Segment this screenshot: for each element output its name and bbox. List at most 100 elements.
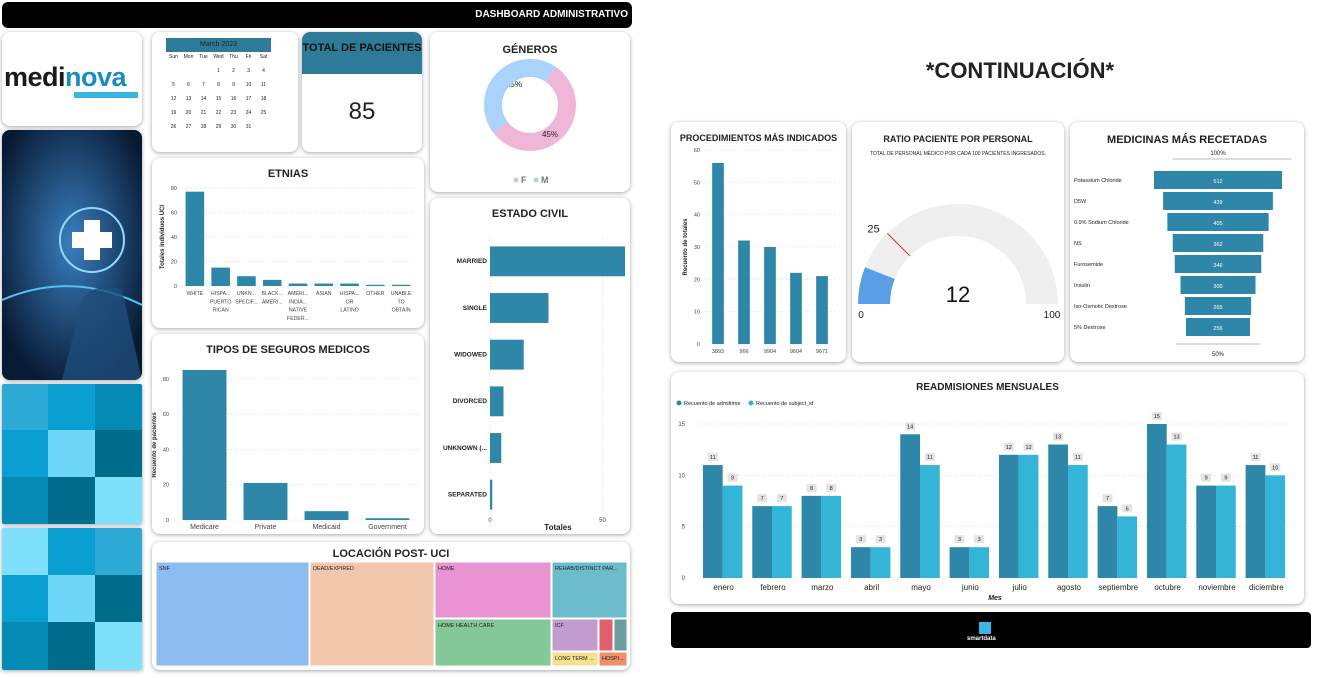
calendar-day[interactable]: 23 [230, 110, 237, 116]
bar-octubre-0 [1146, 424, 1167, 578]
mosaic-pattern [2, 528, 142, 670]
calendar-day[interactable]: 1 [217, 68, 220, 74]
calendar-day[interactable]: 27 [185, 124, 192, 130]
calendar-day[interactable]: 13 [185, 96, 192, 102]
bar-enero-1 [722, 485, 743, 578]
ratio-subtitle: TOTAL DE PERSONAL MÉDICO POR CADA 100 PA… [869, 151, 1047, 157]
ethnicity-bar-chart: 0 20 40 60 80 WHITE HISPA... PUERTO RICAN UNKN...… [160, 186, 414, 322]
bar-febrero-1 [772, 506, 792, 578]
procedures-title: PROCEDIMIENTOS MÁS INDICADOS [679, 133, 838, 143]
data-label: 3 [879, 537, 882, 543]
x-tick-label: 50 [599, 518, 606, 524]
x-tick-label: octubre [1154, 583, 1181, 592]
calendar-day[interactable]: 8 [217, 82, 220, 88]
calendar-day[interactable]: 16 [230, 96, 237, 102]
bar-junio-1 [969, 547, 990, 578]
calendar-day[interactable]: 18 [260, 96, 267, 102]
procedures-card: PROCEDIMIENTOS MÁS INDICADOS 0 10 20 30 40 50… [671, 122, 846, 362]
calendar-month[interactable]: March 2023 [166, 38, 271, 52]
calendar-day[interactable]: 2 [232, 68, 235, 74]
data-label-bg [1171, 432, 1182, 441]
calendar-day[interactable]: 26 [170, 124, 177, 130]
bar-agosto-1 [1068, 465, 1088, 578]
calendar-day[interactable]: 28 [200, 124, 207, 130]
calendar-day[interactable]: 29 [215, 124, 222, 130]
footer-brand: smartdata [967, 636, 996, 642]
calendar-day[interactable]: 15 [215, 96, 222, 102]
x-tick-label: agosto [1057, 583, 1082, 592]
bar-2 [764, 247, 776, 344]
x-tick-label: NATIVE [289, 308, 308, 314]
data-label-bg [1072, 453, 1083, 462]
bar-1 [738, 240, 750, 344]
total-patients-title: TOTAL DE PACIENTES [302, 32, 422, 74]
y-tick-label: SEPARATED [448, 492, 487, 499]
calendar-day[interactable]: 4 [262, 68, 265, 74]
calendar-day[interactable]: 7 [202, 82, 205, 88]
logo-bar [74, 92, 138, 98]
calendar-day[interactable]: 6 [187, 82, 190, 88]
treemap-label: DEAD/EXPIRED [313, 566, 354, 572]
bar-agosto-0 [1048, 444, 1069, 578]
calendar-day[interactable]: 3 [247, 68, 250, 74]
insurance-card: TIPOS DE SEGUROS MEDICOS 0 20 40 60 80 Medica… [152, 334, 424, 534]
calendar-day[interactable]: 20 [185, 110, 192, 116]
procedures-bar-chart: 0 10 20 30 40 50 60 3893 966 9904 9604 9671 Recuento… [683, 148, 835, 355]
treemap-label: ICF [555, 623, 565, 629]
calendar-day[interactable]: 22 [215, 110, 222, 116]
smartdata-logo-icon [979, 622, 991, 634]
x-tick-label: Medicaid [312, 524, 340, 531]
y-tick-label: WIDOWED [454, 352, 487, 359]
calendar-day[interactable]: 17 [245, 96, 252, 102]
funnel-value-label: 405 [1213, 221, 1222, 227]
decorative-mosaic-1 [2, 384, 142, 524]
calendar-day[interactable]: 5 [172, 82, 175, 88]
treemap-tile [551, 618, 599, 652]
calendar-day[interactable]: 9 [232, 82, 235, 88]
funnel-bar-6 [1184, 297, 1252, 315]
calendar-weekday: Thu [229, 54, 238, 60]
data-label-bg [1201, 473, 1212, 482]
ratio-gauge: 25 12 0 100 [858, 204, 1061, 321]
legend-marker [513, 177, 519, 183]
donut-slice-F [493, 67, 576, 151]
funnel-bar-2 [1167, 213, 1269, 231]
bar-6 [340, 283, 359, 286]
bar-2 [237, 276, 256, 286]
bar-julio-0 [998, 454, 1019, 578]
genders-title: GÉNEROS [502, 44, 558, 56]
treemap-label: REHAB/DISTINCT PAR... [555, 566, 618, 572]
y-tick-label: 80 [171, 186, 177, 192]
calendar-day[interactable]: 30 [230, 124, 237, 130]
x-tick-label: enero [713, 583, 734, 592]
legend-marker [676, 400, 682, 406]
x-tick-label: ASIAN [316, 291, 332, 297]
treemap-tile [309, 561, 435, 667]
bar-febrero-0 [752, 506, 773, 578]
x-tick-label: TO [398, 299, 405, 305]
insurance-title: TIPOS DE SEGUROS MEDICOS [206, 344, 370, 356]
calendar-day[interactable]: 24 [245, 110, 252, 116]
data-label-bg [1270, 463, 1281, 472]
x-tick-label: Government [368, 524, 407, 531]
bar-5 [490, 479, 493, 510]
calendar-day[interactable]: 19 [170, 110, 177, 116]
y-tick-label: 15 [678, 422, 685, 428]
x-tick-label: AMERI... [288, 291, 309, 297]
x-tick-label: marzo [811, 583, 834, 592]
calendar-day[interactable]: 21 [200, 110, 207, 116]
calendar-day[interactable]: 14 [200, 96, 207, 102]
calendar-day[interactable]: 11 [260, 82, 267, 88]
calendar-day[interactable]: 25 [260, 110, 267, 116]
bar-1 [243, 482, 288, 520]
legend-marker [748, 400, 754, 406]
legend-marker [533, 177, 539, 183]
x-tick-label: Medicare [190, 524, 219, 531]
calendar-day[interactable]: 10 [245, 82, 252, 88]
calendar-day[interactable]: 31 [245, 124, 252, 130]
data-label: 9 [1224, 476, 1227, 482]
calendar-day[interactable]: 12 [170, 96, 177, 102]
y-tick-label: 60 [163, 412, 169, 418]
x-axis-label: Totales [544, 523, 572, 532]
bar-marzo-1 [821, 495, 842, 578]
